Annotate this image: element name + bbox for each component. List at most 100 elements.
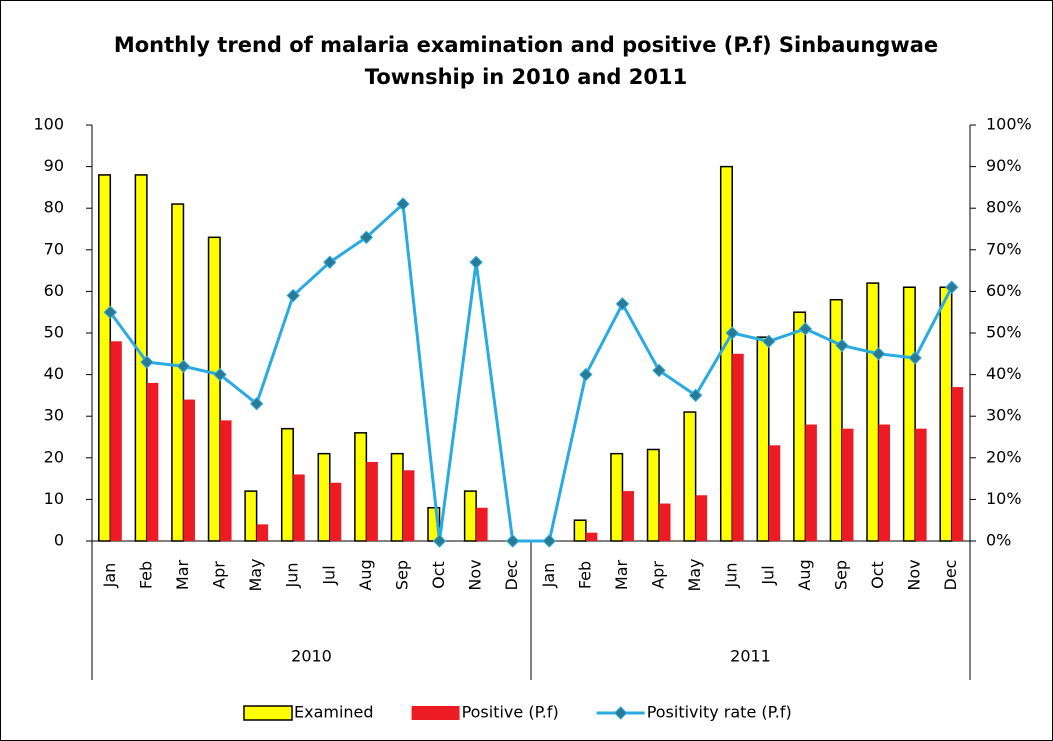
x-tick-label: Feb — [575, 561, 594, 589]
y-tick-label: 30 — [44, 406, 64, 425]
bar — [220, 420, 232, 541]
line-marker — [213, 367, 227, 382]
bar — [793, 311, 807, 542]
y2-tick-label: 100% — [986, 115, 1032, 134]
x-tick-label: May — [685, 558, 704, 591]
bar — [610, 452, 624, 542]
y2-tick-label: 70% — [986, 239, 1022, 258]
y-tick-label: 90 — [44, 156, 64, 175]
bar — [878, 424, 891, 541]
bar — [915, 428, 927, 541]
x-tick-label: Jun — [283, 563, 302, 589]
line-marker — [396, 197, 410, 211]
bar — [256, 524, 269, 541]
line-marker — [835, 338, 849, 353]
y2-tick-label: 30% — [986, 406, 1022, 425]
bar — [902, 286, 916, 542]
y-tick-label: 70 — [44, 239, 64, 258]
bar — [244, 490, 258, 542]
bar — [695, 495, 708, 541]
x-tick-label: Jul — [319, 565, 338, 585]
x-tick-label: Mar — [612, 559, 631, 590]
chart-title: Monthly trend of malaria examination and… — [114, 33, 938, 89]
line-marker — [323, 255, 337, 269]
x-tick-label: Nov — [466, 559, 485, 590]
y-tick-label: 80 — [44, 198, 64, 217]
y-tick-label: 100 — [33, 115, 64, 134]
bar — [366, 461, 378, 541]
bar — [732, 353, 744, 541]
bar — [110, 341, 122, 541]
y2-tick-label: 10% — [986, 489, 1022, 508]
y-tick-label: 50 — [44, 323, 64, 342]
line-marker — [725, 326, 739, 340]
bar — [756, 336, 770, 542]
bar — [354, 432, 368, 542]
x-tick-label: Apr — [210, 561, 229, 589]
bar — [293, 474, 305, 541]
x-tick-label: Sep — [392, 560, 411, 590]
line-marker — [615, 297, 630, 311]
y-tick-label: 20 — [44, 447, 64, 466]
y2-tick-label: 80% — [986, 198, 1022, 217]
bar — [476, 507, 488, 541]
bar — [939, 286, 953, 542]
bar — [280, 427, 294, 542]
bar — [659, 503, 671, 541]
legend-label: Positivity rate (P.f) — [647, 703, 792, 722]
legend-marker — [613, 706, 628, 720]
x-tick-label: Sep — [831, 560, 850, 590]
x-tick-label: Aug — [356, 559, 375, 590]
line-marker — [469, 255, 483, 269]
x-tick-label: Feb — [136, 561, 155, 589]
bar — [329, 482, 342, 541]
x-tick-label: Oct — [429, 561, 448, 589]
y-tick-label: 10 — [44, 489, 64, 508]
line-marker — [871, 347, 886, 361]
x-tick-label: May — [246, 558, 265, 591]
legend-swatch — [243, 705, 293, 721]
line-marker — [945, 280, 959, 294]
x-tick-label: Apr — [649, 561, 668, 589]
bar — [622, 491, 634, 541]
x-tick-label: Jan — [539, 563, 558, 589]
x-tick-label: Aug — [795, 559, 814, 590]
x-tick-label: Jan — [100, 563, 119, 589]
x-tick-label: Jun — [722, 563, 741, 589]
line-marker — [798, 322, 813, 336]
bar — [683, 411, 697, 542]
bar — [171, 203, 185, 542]
bar — [390, 452, 404, 542]
bar — [146, 382, 159, 541]
y2-tick-label: 40% — [986, 364, 1022, 383]
x-tick-label: Dec — [502, 560, 521, 591]
y-tick-label: 40 — [44, 364, 64, 383]
y2-tick-label: 0% — [986, 531, 1011, 550]
bar — [317, 452, 331, 542]
bar — [768, 445, 781, 541]
line-marker — [176, 359, 191, 373]
line-series — [109, 200, 954, 543]
line-marker — [249, 397, 264, 411]
x-tick-label: Dec — [941, 560, 960, 591]
legend-swatch — [411, 706, 460, 720]
bar — [402, 470, 415, 541]
bar — [805, 424, 817, 541]
line-marker — [432, 534, 447, 548]
x-tick-label: Oct — [868, 561, 887, 589]
line-marker — [908, 351, 922, 365]
bar — [463, 490, 477, 542]
line-marker — [506, 534, 520, 548]
bar — [573, 519, 587, 542]
y2-tick-label: 50% — [986, 323, 1022, 342]
bar — [207, 236, 221, 542]
bar — [719, 165, 733, 542]
line-marker — [286, 288, 300, 303]
y-tick-label: 60 — [44, 281, 64, 300]
x-tick-label: Mar — [173, 559, 192, 590]
bar — [98, 174, 112, 542]
line-marker — [579, 367, 593, 382]
bar — [866, 282, 880, 542]
line-marker — [762, 334, 776, 349]
